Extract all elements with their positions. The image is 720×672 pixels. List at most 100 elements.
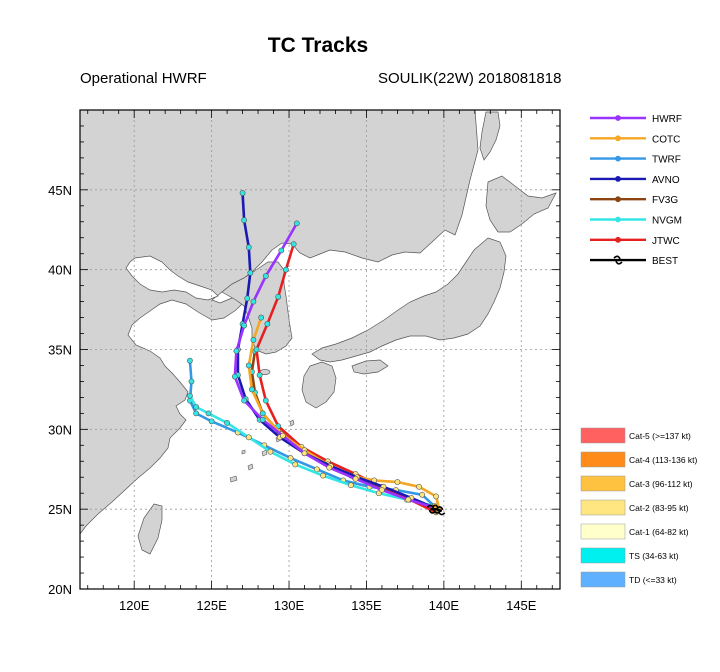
intensity-swatch	[580, 547, 626, 564]
land-taiwan	[137, 503, 163, 555]
map-frame	[79, 109, 561, 590]
track-point	[245, 434, 252, 441]
legend-item-hwrf: HWRF	[590, 114, 682, 125]
track-point	[326, 464, 333, 471]
track-line	[430, 507, 442, 512]
x-tick-label: 120E	[119, 598, 150, 613]
track-point	[301, 450, 308, 457]
legend-item-fv3g: FV3G	[590, 195, 678, 206]
track-point	[248, 386, 255, 393]
legend-marker	[615, 175, 621, 182]
intensity-label: Cat-3 (96-112 kt)	[629, 479, 693, 489]
y-tick-label: 45N	[48, 183, 72, 198]
land-shikoku	[351, 359, 389, 375]
track-point	[433, 493, 440, 500]
tracks-layer	[187, 190, 446, 516]
track-point	[262, 273, 269, 279]
track-point	[278, 247, 285, 254]
track-point	[188, 378, 195, 385]
track-line	[233, 222, 436, 509]
legend-item-cotc: COTC	[590, 134, 680, 145]
chart-title: TC Tracks	[267, 34, 369, 57]
y-tick-label: 25N	[48, 502, 72, 517]
best-track-symbol	[426, 504, 437, 514]
track-point	[245, 362, 252, 369]
intensity-swatch	[580, 427, 626, 444]
x-tick-label: 130E	[274, 598, 305, 613]
track-point	[293, 220, 300, 227]
intensity-swatch	[580, 523, 626, 540]
model-label: Operational HWRF	[80, 70, 207, 87]
track-line	[247, 316, 441, 511]
track-point	[264, 321, 271, 327]
track-point	[187, 392, 193, 399]
track-point	[259, 410, 266, 417]
intensity-item: Cat-3 (96-112 kt)	[580, 475, 693, 492]
track-point	[205, 410, 212, 417]
intensity-item: Cat-2 (83-95 kt)	[580, 499, 689, 516]
track-point	[259, 416, 266, 423]
legend-label: FV3G	[652, 195, 678, 206]
land-mainland	[80, 110, 479, 535]
track-point	[245, 244, 252, 251]
legend-marker	[615, 196, 621, 203]
intensity-swatch	[580, 475, 626, 492]
land-ryukyu	[229, 419, 295, 483]
track-point	[224, 420, 230, 426]
legend-item-avno: AVNO	[590, 175, 680, 186]
intensity-legend: Cat-5 (>=137 kt) Cat-4 (113-136 kt) Cat-3 …	[580, 427, 698, 588]
track-point	[253, 346, 260, 353]
legend-marker	[613, 255, 623, 265]
intensity-swatch	[580, 571, 626, 588]
legend-item-twrf: TWRF	[590, 155, 681, 166]
track-point	[231, 373, 238, 380]
track-point	[247, 269, 254, 276]
track-point	[379, 487, 385, 493]
land-korea	[221, 261, 293, 355]
intensity-label: TD (<=33 kt)	[629, 575, 677, 585]
legend-label: TWRF	[652, 155, 681, 166]
track-point	[250, 298, 257, 305]
x-tick-label: 125E	[196, 598, 227, 613]
track-point	[283, 266, 289, 273]
legend-marker	[615, 115, 621, 121]
x-tick-label: 140E	[429, 598, 460, 613]
track-point	[241, 397, 248, 404]
model-legend: HWRF COTC TWRF AVNO FV3G NVGM JTWC BEST	[590, 114, 682, 267]
track-point	[233, 348, 240, 354]
track-point	[193, 404, 200, 410]
intensity-label: Cat-5 (>=137 kt)	[629, 431, 691, 441]
track-point	[258, 314, 265, 321]
track-point	[250, 337, 257, 343]
track-point	[208, 418, 215, 425]
intensity-item: Cat-1 (64-82 kt)	[580, 523, 689, 540]
y-tick-label: 30N	[48, 422, 72, 437]
track-point	[239, 190, 246, 196]
track-point	[394, 479, 401, 485]
track-point	[267, 448, 274, 455]
track-point	[320, 472, 326, 479]
legend-label: COTC	[652, 134, 680, 145]
intensity-swatch	[580, 451, 626, 468]
track-point	[416, 483, 422, 490]
intensity-item: Cat-5 (>=137 kt)	[580, 427, 691, 444]
track-best	[426, 504, 446, 516]
intensity-label: Cat-4 (113-136 kt)	[629, 455, 698, 465]
bohai-sea	[125, 255, 219, 301]
intensity-item: TD (<=33 kt)	[580, 571, 677, 588]
axis-tick-labels: 120E 125E 130E 135E 140E 145E 20N 25N 30N 35N 40N 4…	[48, 183, 537, 613]
track-point	[419, 491, 426, 498]
land-kyushu	[301, 361, 337, 409]
legend-label: HWRF	[652, 114, 682, 125]
legend-label: JTWC	[652, 236, 680, 247]
x-tick-label: 135E	[351, 598, 382, 613]
legend-label: BEST	[652, 256, 678, 267]
track-point	[187, 357, 193, 364]
y-tick-label: 40N	[48, 263, 72, 278]
intensity-swatch	[580, 499, 626, 516]
intensity-item: Cat-4 (113-136 kt)	[580, 451, 698, 468]
track-point	[348, 482, 354, 489]
track-point	[244, 295, 251, 302]
legend-label: AVNO	[652, 175, 680, 186]
